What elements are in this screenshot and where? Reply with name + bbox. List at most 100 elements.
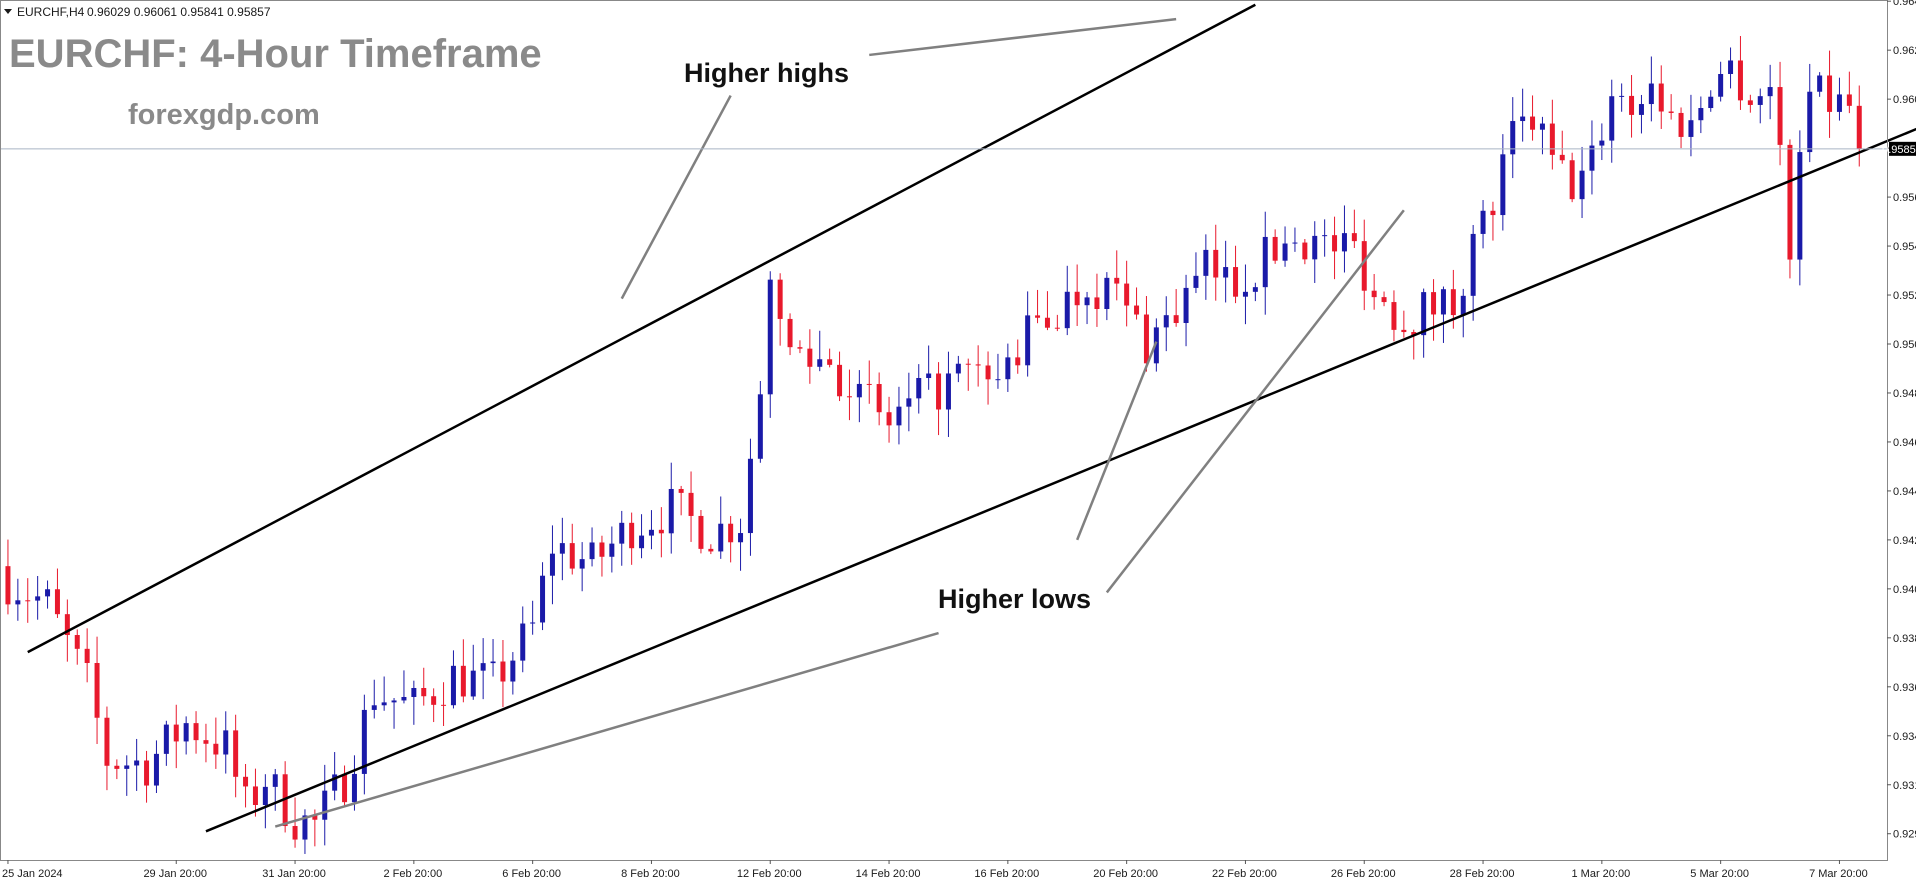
annotation-lines — [274, 17, 1405, 828]
time-tick-label: 12 Feb 20:00 — [737, 868, 802, 880]
bearish-candle — [1371, 274, 1377, 310]
time-tick-label: 8 Feb 20:00 — [621, 868, 680, 880]
bullish-candle — [1510, 97, 1516, 179]
bearish-candle — [846, 369, 852, 421]
bullish-candle — [1252, 282, 1258, 302]
symbol-dropdown-icon[interactable] — [4, 9, 12, 14]
bullish-candle — [916, 364, 922, 414]
price-tick-label: 0.93810 — [1893, 633, 1916, 645]
bullish-candle — [1718, 61, 1724, 102]
symbol-info: EURCHF,H4 — [17, 5, 85, 19]
bullish-candle — [896, 386, 902, 445]
bullish-candle — [530, 600, 536, 635]
bearish-candle — [1361, 219, 1367, 311]
price-tick-label: 0.94630 — [1893, 437, 1916, 449]
time-tick-label: 25 Jan 2024 — [2, 868, 63, 880]
time-tick-label: 28 Feb 20:00 — [1450, 868, 1515, 880]
bullish-candle — [1708, 90, 1714, 112]
bearish-candle — [460, 639, 466, 703]
price-tick-label: 0.95655 — [1893, 192, 1916, 204]
bullish-candle — [1767, 64, 1773, 120]
time-axis[interactable]: 25 Jan 2024 29 Jan 20:00 31 Jan 20:00 2 Feb… — [2, 860, 1868, 880]
bearish-candle — [1747, 94, 1753, 113]
channel-lower-line[interactable] — [205, 55, 1916, 833]
bearish-candle — [975, 345, 981, 387]
bullish-candle — [609, 526, 615, 573]
bullish-candle — [411, 680, 417, 725]
bearish-candle — [1094, 273, 1100, 327]
bullish-candle — [223, 711, 229, 774]
time-tick-label: 7 Mar 20:00 — [1809, 868, 1868, 880]
bearish-candle — [728, 516, 734, 563]
bearish-candle — [797, 340, 803, 354]
price-tick-label: 0.93605 — [1893, 682, 1916, 694]
bullish-candle — [15, 578, 21, 621]
bullish-candle — [470, 644, 476, 700]
bearish-candle — [708, 544, 714, 555]
bearish-candle — [1381, 291, 1387, 307]
bullish-candle — [639, 514, 645, 559]
bullish-candle — [738, 518, 744, 571]
bullish-candle — [1500, 134, 1506, 231]
bullish-candle — [619, 510, 625, 566]
bearish-candle — [1787, 139, 1793, 279]
bearish-candle — [1054, 314, 1060, 332]
bullish-candle — [540, 562, 546, 631]
bullish-candle — [1589, 120, 1595, 195]
bearish-candle — [1391, 290, 1397, 342]
bearish-candle — [1143, 296, 1149, 372]
bearish-candle — [1569, 152, 1575, 203]
bullish-candle — [1262, 211, 1268, 315]
bullish-candle — [648, 510, 654, 550]
bullish-candle — [124, 755, 130, 796]
bearish-candle — [807, 329, 813, 384]
bearish-candle — [193, 711, 199, 754]
bearish-candle — [866, 360, 872, 404]
bullish-candle — [1579, 146, 1585, 219]
bullish-candle — [668, 462, 674, 554]
price-tick-label: 0.95450 — [1893, 241, 1916, 253]
price-tick-label: 0.94835 — [1893, 388, 1916, 400]
higher-lows-pointer — [1075, 341, 1158, 541]
bullish-candle — [1223, 240, 1229, 303]
bullish-candle — [1638, 94, 1644, 134]
bearish-candle — [658, 507, 664, 558]
bearish-candle — [1134, 287, 1140, 320]
bullish-candle — [1836, 77, 1842, 121]
bearish-candle — [1431, 279, 1437, 341]
price-tick-label: 0.94015 — [1893, 584, 1916, 596]
bearish-candle — [1629, 75, 1635, 138]
bullish-candle — [1292, 227, 1298, 252]
bearish-candle — [252, 768, 258, 817]
bullish-candle — [1183, 274, 1189, 347]
bearish-candle — [1351, 209, 1357, 249]
bearish-candle — [74, 629, 80, 665]
bearish-candle — [104, 706, 110, 791]
bullish-candle — [1163, 296, 1169, 352]
bearish-candle — [5, 539, 11, 615]
bullish-candle — [1341, 205, 1347, 273]
bullish-candle — [262, 774, 268, 829]
higher-highs-label: Higher highs — [684, 58, 849, 88]
candles — [5, 36, 1862, 854]
time-tick-label: 31 Jan 20:00 — [262, 868, 326, 880]
price-tick-label: 0.96475 — [1893, 0, 1916, 8]
bullish-candle — [1539, 116, 1545, 155]
bullish-candle — [183, 716, 189, 755]
bullish-candle — [163, 720, 169, 766]
bullish-candle — [589, 527, 595, 567]
bearish-candle — [1490, 201, 1496, 241]
bullish-candle — [1242, 264, 1248, 325]
bearish-candle — [54, 568, 60, 618]
bearish-candle — [787, 313, 793, 356]
current-price-tag: 0.95857 — [1882, 141, 1916, 156]
price-tick-label: 0.93195 — [1893, 780, 1916, 792]
bearish-candle — [421, 667, 427, 706]
bullish-candle — [371, 679, 377, 719]
channel-upper-line[interactable] — [27, 3, 1256, 654]
time-tick-label: 22 Feb 20:00 — [1212, 868, 1277, 880]
bearish-candle — [698, 509, 704, 554]
higher-lows-pointer — [1105, 209, 1405, 594]
